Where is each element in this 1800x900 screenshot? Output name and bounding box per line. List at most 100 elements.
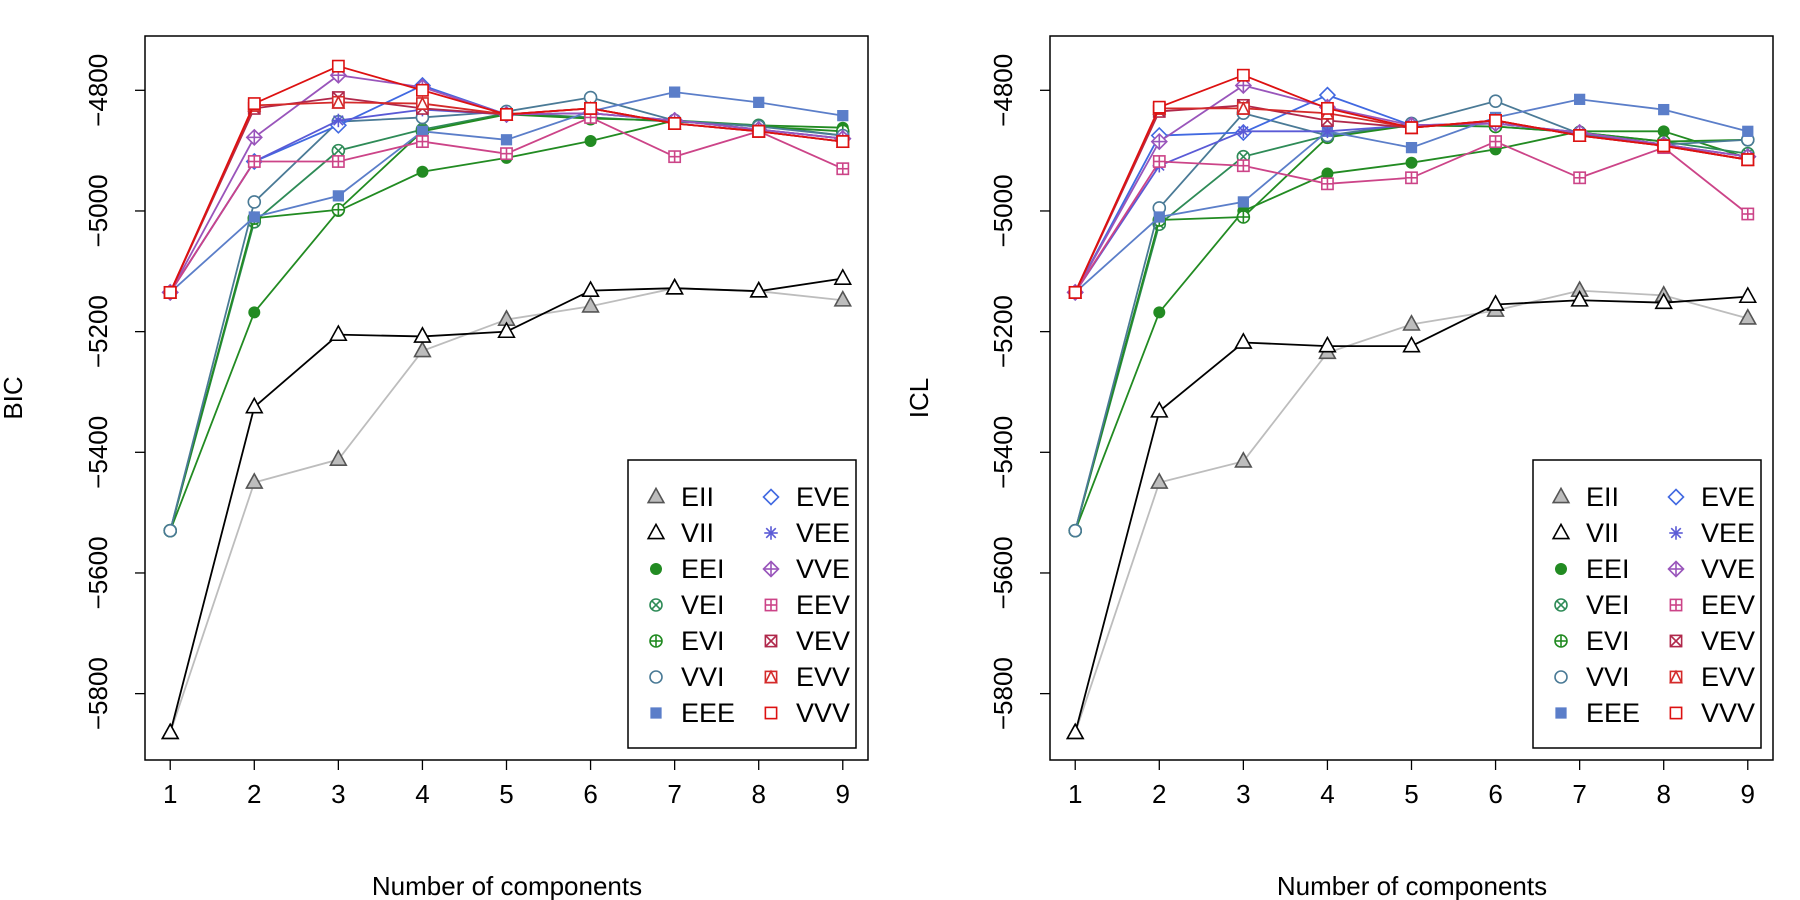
y-axis-label: ICL (904, 378, 934, 418)
x-tick-label: 5 (499, 779, 513, 809)
legend-label: VVI (681, 662, 725, 692)
data-point (1236, 210, 1251, 224)
legend-label: EVV (1701, 662, 1755, 692)
data-point (500, 108, 513, 121)
y-tick-label: −5400 (83, 416, 113, 489)
data-point (833, 289, 853, 307)
data-point (1654, 292, 1673, 310)
data-point (1068, 285, 1082, 299)
data-point (1405, 121, 1418, 135)
legend-label: VVI (1586, 662, 1630, 692)
data-point (668, 150, 682, 164)
series-eii (1065, 280, 1758, 740)
x-tick-label: 7 (1572, 779, 1586, 809)
data-point (413, 326, 432, 343)
legend-entry: EEV (764, 590, 850, 620)
data-point (331, 155, 345, 168)
legend-marker (764, 634, 778, 648)
x-tick-label: 6 (1488, 779, 1502, 809)
legend-marker (650, 563, 662, 575)
legend-entry: VVE (1667, 554, 1755, 584)
data-point (1405, 156, 1418, 169)
legend-marker (762, 488, 780, 506)
legend-label: EVE (796, 482, 850, 512)
legend-marker (646, 522, 666, 540)
legend-entry: EVI (1554, 626, 1630, 656)
bic-panel: BIC Number of components 1 2 3 4 5 6 7 8 9 −5800 −… (0, 35, 869, 900)
legend-marker (1554, 634, 1568, 648)
data-point (1320, 124, 1335, 139)
data-point (248, 211, 260, 223)
data-point (1234, 332, 1253, 349)
data-point (245, 128, 263, 146)
data-point (332, 190, 344, 202)
legend-entry: EVV (764, 662, 850, 692)
data-point (331, 143, 346, 158)
data-point (1152, 155, 1166, 168)
data-point (1402, 335, 1421, 353)
y-tick-label: −5000 (83, 174, 113, 247)
data-point (500, 134, 513, 146)
legend-marker (646, 486, 666, 504)
legend-label: EEV (1701, 590, 1755, 620)
series-line (1074, 107, 1748, 293)
data-point (329, 449, 348, 466)
legend-marker (1669, 598, 1683, 612)
data-point (416, 125, 429, 137)
x-axis-label: Number of components (1277, 871, 1547, 900)
y-tick-label: −5800 (83, 657, 113, 730)
legend-label: EII (681, 482, 714, 512)
legend-marker (1669, 669, 1683, 684)
legend-entry: VVV (1669, 698, 1755, 728)
series-vvv (1068, 68, 1755, 299)
legend-marker (1555, 563, 1567, 575)
data-point (1738, 308, 1758, 325)
x-tick-label: 8 (1656, 779, 1670, 809)
legend-label: EEE (681, 698, 735, 728)
data-point (1068, 523, 1083, 538)
legend-entry: EEI (650, 554, 725, 584)
data-point (1570, 289, 1589, 307)
data-point (753, 96, 765, 108)
legend-entry: EII (646, 482, 714, 512)
legend-entry: EEI (1555, 554, 1630, 584)
y-tick-label: −5200 (83, 295, 113, 368)
data-point (1657, 125, 1670, 138)
data-point (1152, 100, 1166, 114)
data-point (1153, 211, 1165, 223)
data-point (247, 97, 261, 110)
legend-label: EII (1586, 482, 1619, 512)
data-point (163, 285, 177, 299)
legend-entry: VEE (1669, 518, 1755, 548)
data-point (331, 202, 346, 217)
data-point (163, 523, 178, 538)
series-vii (1065, 286, 1758, 740)
series-eev (163, 111, 850, 299)
data-point (1236, 124, 1251, 139)
data-point (329, 324, 348, 342)
series-vve (161, 66, 852, 302)
data-point (665, 277, 684, 295)
data-point (1236, 159, 1250, 173)
data-point (1573, 171, 1587, 185)
data-point (1573, 129, 1587, 142)
series-vvv (163, 59, 850, 299)
data-point (416, 165, 429, 178)
data-point (836, 135, 850, 149)
legend-marker (764, 598, 778, 612)
legend-label: EEE (1586, 698, 1640, 728)
legend-marker (1669, 706, 1683, 720)
data-point (1741, 153, 1755, 167)
legend-label: EVI (1586, 626, 1630, 656)
legend-entry: VII (1551, 518, 1619, 548)
legend-box (1532, 459, 1762, 749)
x-tick-label: 9 (836, 779, 850, 809)
legend-label: VEE (796, 518, 850, 548)
legend-box (627, 459, 857, 749)
y-tick-label: −5200 (988, 295, 1018, 368)
data-point (247, 155, 261, 168)
y-axis-label: BIC (0, 376, 28, 419)
data-point (1742, 125, 1754, 137)
legend: EII VII EEI VEI EVI VVI EEE EVE VEE VVE EEV VEV EVV V… (1532, 459, 1762, 749)
